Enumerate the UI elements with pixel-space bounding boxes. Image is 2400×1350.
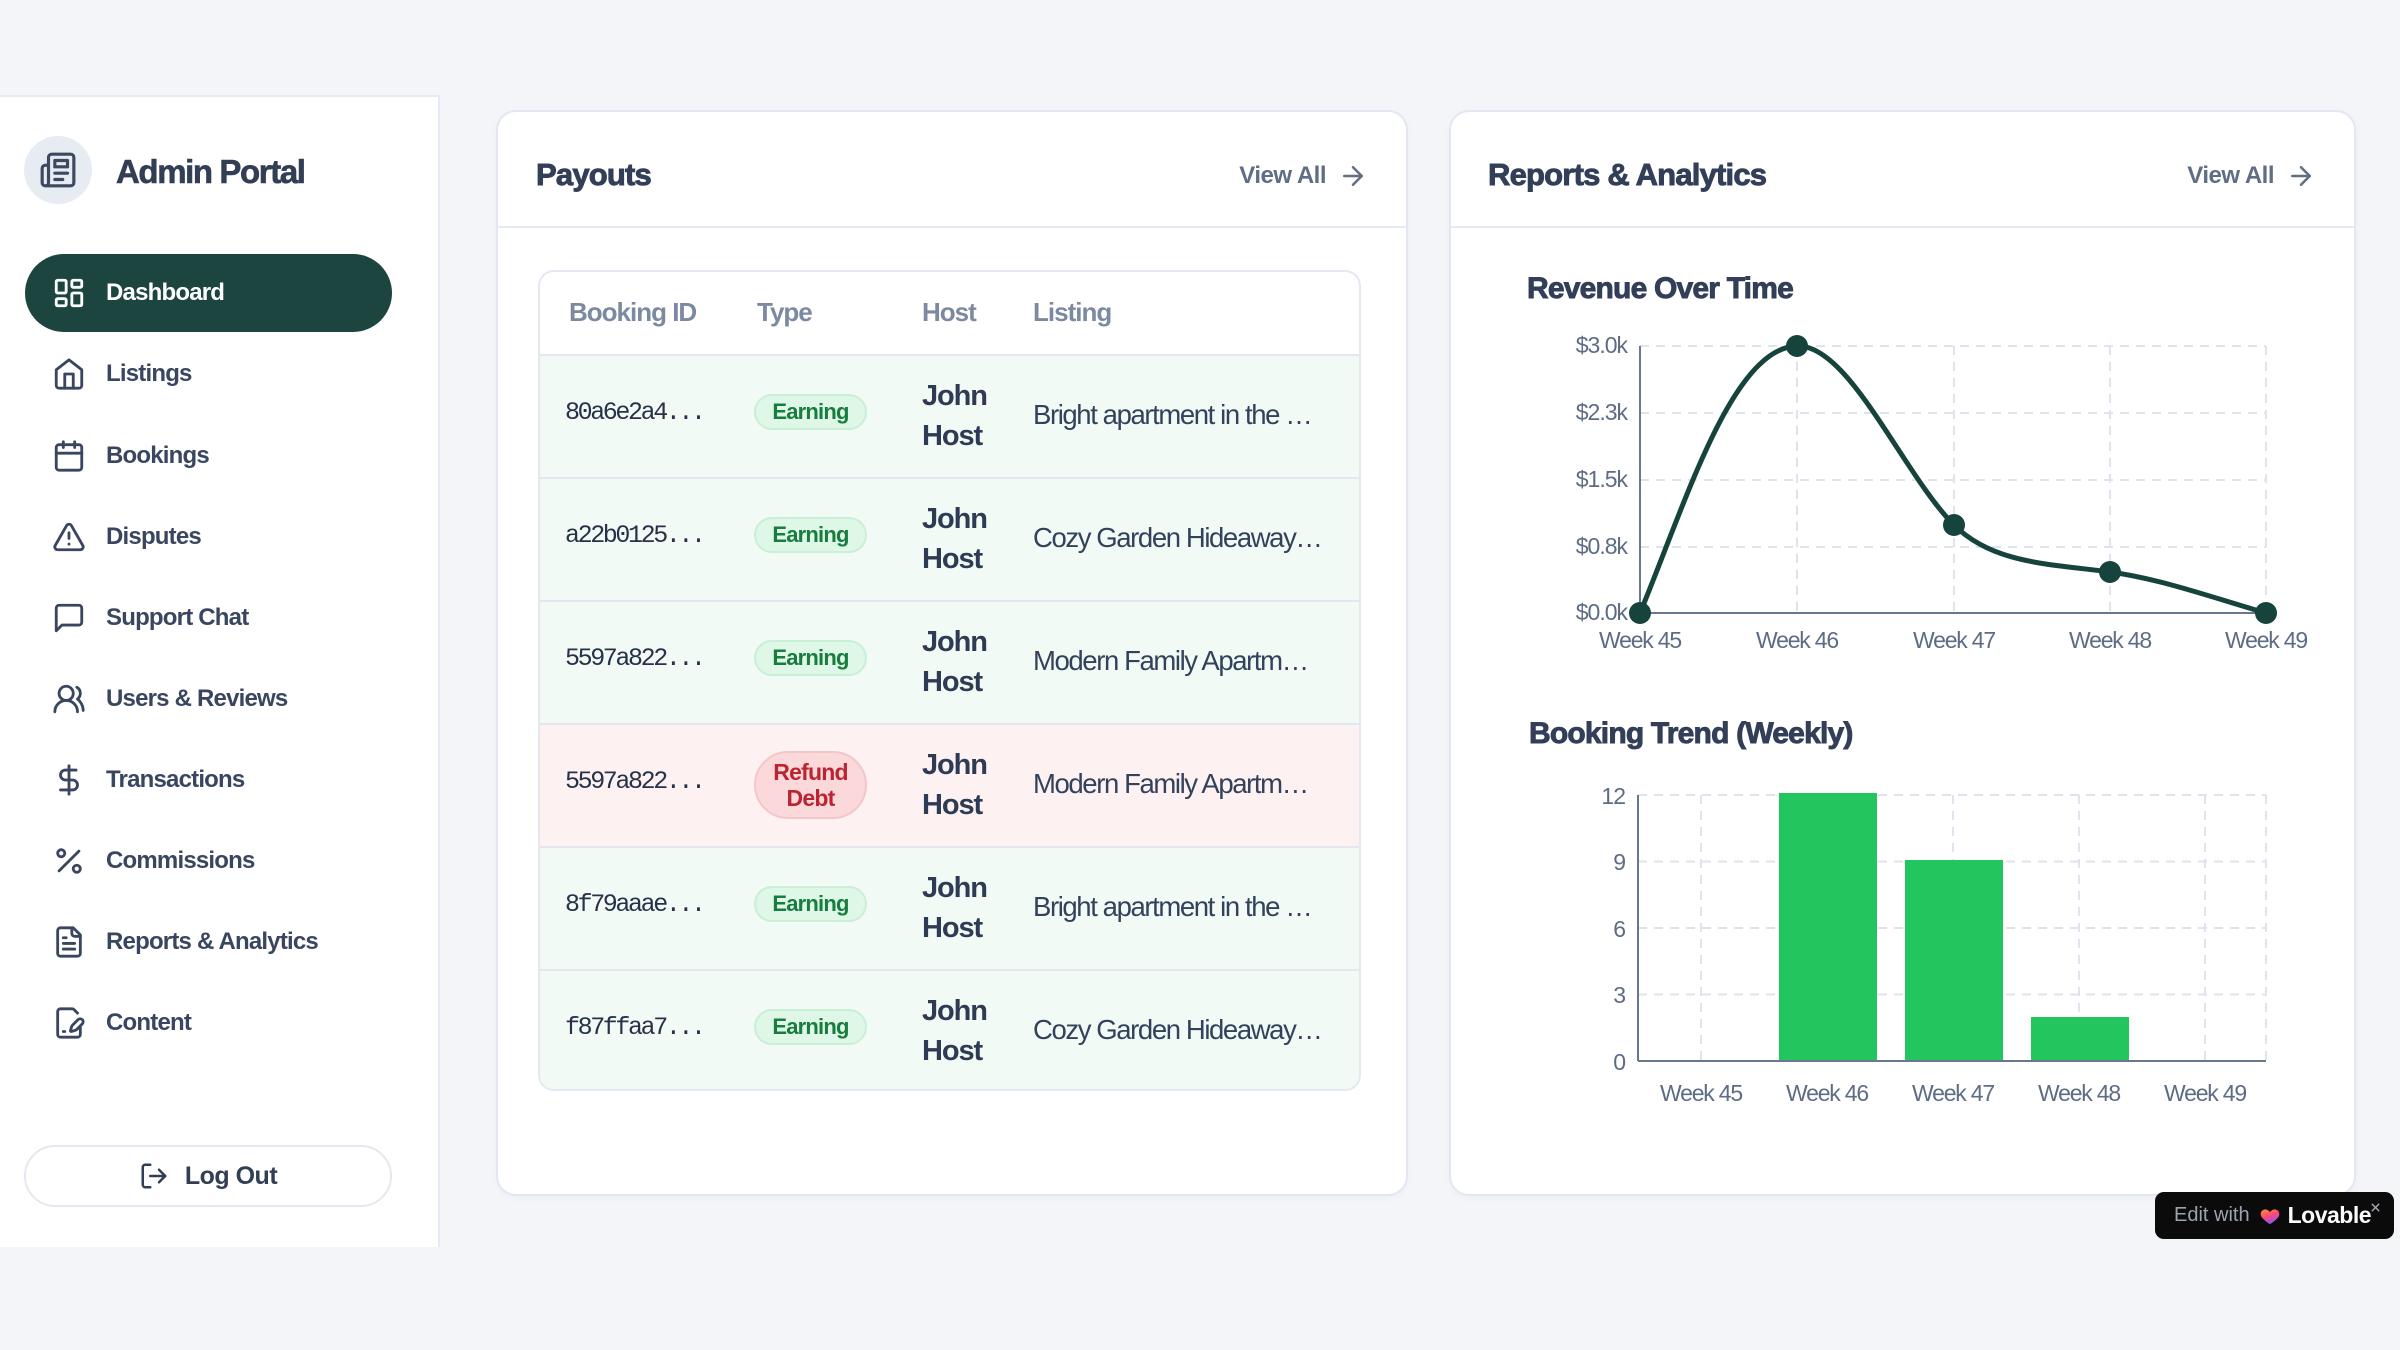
svg-text:Week 48: Week 48 <box>2069 627 2151 653</box>
svg-text:6: 6 <box>1613 916 1625 942</box>
svg-text:$3.0k: $3.0k <box>1576 332 1629 358</box>
svg-text:$0.0k: $0.0k <box>1576 599 1629 625</box>
svg-text:Week 49: Week 49 <box>2225 627 2307 653</box>
svg-text:$0.8k: $0.8k <box>1576 533 1629 559</box>
svg-text:Week 49: Week 49 <box>2164 1080 2246 1106</box>
svg-text:Week 45: Week 45 <box>1599 627 1681 653</box>
svg-text:Week 46: Week 46 <box>1756 627 1838 653</box>
svg-text:Week 47: Week 47 <box>1912 1080 1994 1106</box>
svg-text:Week 47: Week 47 <box>1913 627 1995 653</box>
svg-text:$2.3k: $2.3k <box>1576 399 1629 425</box>
svg-text:Week 48: Week 48 <box>2038 1080 2120 1106</box>
svg-text:3: 3 <box>1613 982 1625 1008</box>
svg-text:9: 9 <box>1613 849 1625 875</box>
svg-text:Week 45: Week 45 <box>1660 1080 1742 1106</box>
svg-text:0: 0 <box>1613 1049 1625 1075</box>
svg-text:12: 12 <box>1601 783 1625 809</box>
svg-text:Week 46: Week 46 <box>1786 1080 1868 1106</box>
svg-text:$1.5k: $1.5k <box>1576 466 1629 492</box>
